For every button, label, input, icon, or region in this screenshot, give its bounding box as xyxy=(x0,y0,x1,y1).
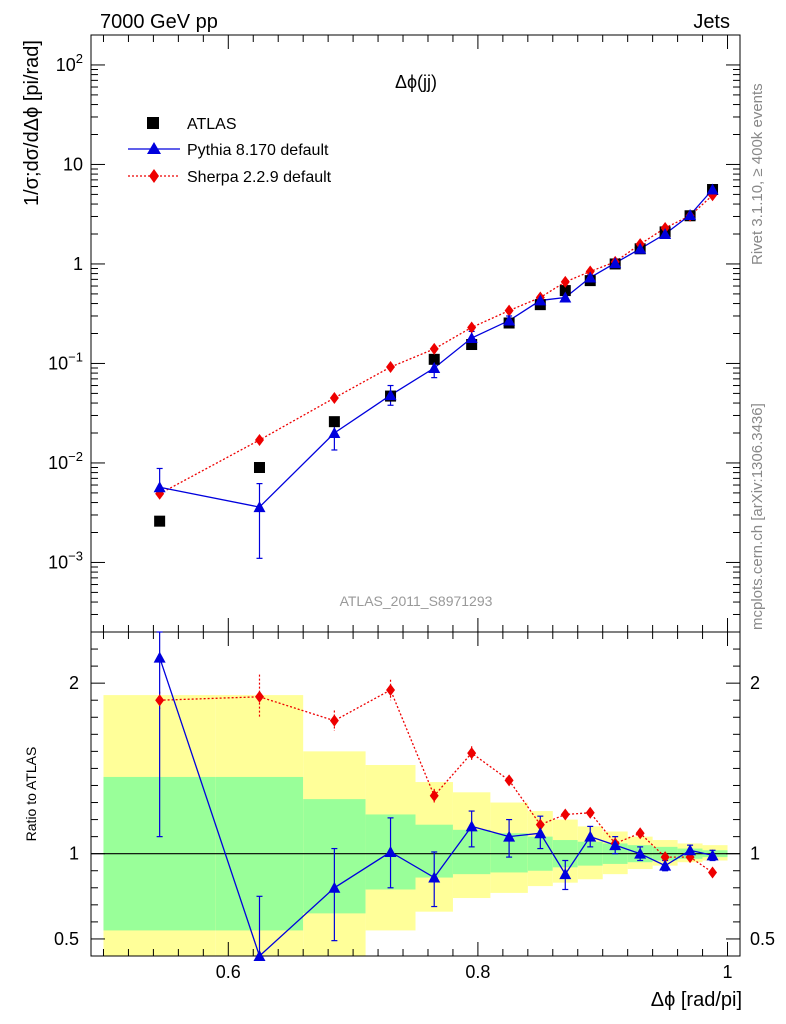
sherpa-ratio-point xyxy=(660,851,670,864)
pythia-point xyxy=(559,291,572,303)
ratio-y-tick-label-right: 1 xyxy=(750,844,760,864)
main-data xyxy=(153,183,719,559)
sherpa-point xyxy=(386,361,396,374)
ratio-y-tick-label-right: 0.5 xyxy=(750,929,775,949)
pythia-ratio-point xyxy=(706,849,719,861)
analysis-label: ATLAS_2011_S8971293 xyxy=(340,593,493,609)
sherpa-ratio-point xyxy=(329,714,339,727)
x-tick-label: 0.8 xyxy=(465,962,490,982)
pythia-point xyxy=(659,228,672,239)
pythia-ratio-point xyxy=(253,950,266,961)
pythia-ratio-point xyxy=(559,868,572,880)
pythia-point xyxy=(634,242,647,254)
ratio-data xyxy=(153,631,719,961)
pythia-ratio-point xyxy=(609,839,622,851)
ratio-y-tick-label-right: 2 xyxy=(750,673,760,693)
rivet-label: Rivet 3.1.10, ≥ 400k events xyxy=(749,83,766,265)
sherpa-ratio-point xyxy=(254,690,264,703)
atlas-point xyxy=(559,285,571,297)
sherpa-ratio-point xyxy=(155,694,165,707)
pythia-ratio-point xyxy=(534,827,547,839)
ratio-panel: 0.6 0.8 1 0.5 0.5 1 1 2 2 xyxy=(54,631,775,982)
atlas-point xyxy=(154,515,166,527)
sherpa-ratio-point xyxy=(635,827,645,840)
atlas-point xyxy=(466,339,478,351)
ratio-frame xyxy=(90,631,741,957)
x-axis-label: Δϕ [rad/pi] xyxy=(651,989,742,1011)
sherpa-line xyxy=(159,194,713,495)
pythia-ratio-point xyxy=(584,830,597,842)
pythia-point xyxy=(253,501,266,513)
pythia-point xyxy=(384,389,397,401)
pythia-ratio-point xyxy=(465,820,478,832)
legend-atlas-label: ATLAS xyxy=(187,116,237,133)
sherpa-point xyxy=(585,265,595,278)
pythia-point xyxy=(428,362,441,374)
ratio-y-tick-label: 2 xyxy=(69,673,79,693)
header-left: 7000 GeV pp xyxy=(100,11,218,33)
pythia-point xyxy=(706,183,719,195)
main-panel: 10−3 10−2 10−1 1 10 102 xyxy=(48,34,740,633)
pythia-ratio-point xyxy=(634,847,647,859)
sherpa-point xyxy=(660,221,670,234)
pythia-point xyxy=(328,427,341,438)
pythia-point xyxy=(153,481,166,493)
legend-sherpa-marker xyxy=(149,169,159,183)
sherpa-point xyxy=(504,304,514,317)
ratio-y-tick-label: 0.5 xyxy=(54,929,79,949)
sherpa-ratio-point xyxy=(467,747,477,760)
pythia-point xyxy=(465,332,478,344)
ratio-bands xyxy=(91,695,740,956)
x-tick-label: 0.6 xyxy=(216,962,241,982)
legend-pythia-marker xyxy=(147,142,161,154)
pythia-ratio-point xyxy=(428,871,441,883)
sherpa-ratio-point xyxy=(708,866,718,879)
pythia-point xyxy=(534,294,547,306)
y-tick-label: 10−2 xyxy=(48,449,83,473)
x-tick-label: 1 xyxy=(723,962,733,982)
y-axis-label: 1/σ;dσ/dΔϕ [pi/rad] xyxy=(21,40,43,206)
y-tick-label: 10−3 xyxy=(48,548,83,572)
sherpa-ratio-point xyxy=(504,774,514,787)
y-tick-label: 10−1 xyxy=(48,349,83,373)
legend-atlas-marker xyxy=(147,117,159,129)
plot-title: Δϕ(jj) xyxy=(395,72,437,92)
header-right: Jets xyxy=(693,11,730,33)
ratio-y-axis-label: Ratio to ATLAS xyxy=(23,747,39,842)
sherpa-ratio-point xyxy=(560,808,570,821)
y-tick-label: 10 xyxy=(63,154,83,174)
sherpa-point xyxy=(560,275,570,288)
sherpa-point xyxy=(429,342,439,355)
pythia-ratio-point xyxy=(503,830,516,842)
mcplots-label: mcplots.cern.ch [arXiv:1306.3436] xyxy=(749,403,766,630)
y-tick-label: 102 xyxy=(56,51,83,75)
sherpa-point xyxy=(329,391,339,404)
legend-sherpa-label: Sherpa 2.2.9 default xyxy=(187,169,332,186)
sherpa-point xyxy=(254,434,264,447)
legend: ATLAS Pythia 8.170 default Sherpa 2.2.9 … xyxy=(128,116,332,186)
legend-pythia-label: Pythia 8.170 default xyxy=(187,142,329,159)
pythia-ratio-point xyxy=(153,651,166,663)
pythia-point xyxy=(503,314,516,326)
ratio-y-tick-label: 1 xyxy=(69,844,79,864)
pythia-ratio-point xyxy=(384,845,397,857)
pythia-point xyxy=(684,209,697,221)
pythia-ratio-point xyxy=(659,859,672,871)
pythia-ratio-point xyxy=(328,881,341,893)
sherpa-ratio-point xyxy=(585,806,595,819)
sherpa-ratio-point xyxy=(535,818,545,831)
pythia-ratio-point xyxy=(684,844,697,856)
sherpa-ratio-point xyxy=(386,683,396,696)
atlas-point xyxy=(328,416,340,428)
atlas-point xyxy=(428,353,440,365)
pythia-point xyxy=(584,271,597,283)
y-tick-label: 1 xyxy=(73,254,83,274)
pythia-point xyxy=(609,257,622,269)
sherpa-ratio-point xyxy=(429,789,439,802)
atlas-point xyxy=(253,462,265,474)
sherpa-point xyxy=(467,321,477,334)
